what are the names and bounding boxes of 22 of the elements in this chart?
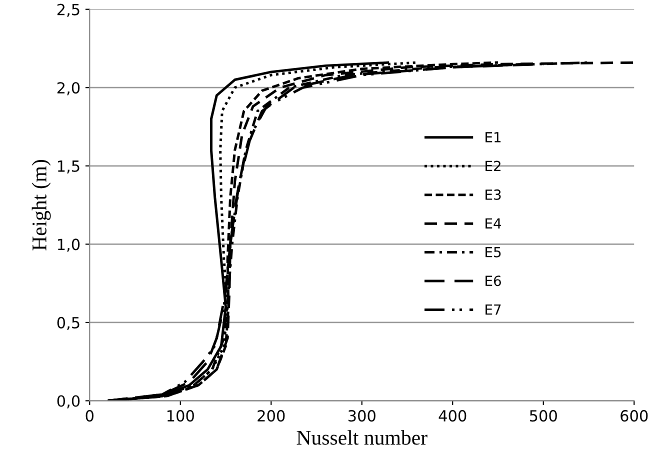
x-tick-label: 500 bbox=[530, 410, 557, 422]
legend-label: E3 bbox=[486, 189, 501, 200]
y-tick-label: 0,5 bbox=[57, 316, 80, 330]
y-tick-label: 1,0 bbox=[58, 238, 80, 252]
y-tick-label: 1,5 bbox=[58, 160, 80, 174]
legend-label: E7 bbox=[486, 304, 501, 315]
x-tick-label: 200 bbox=[258, 410, 285, 422]
x-tick-label: 100 bbox=[167, 410, 194, 422]
x-tick-label: 0 bbox=[86, 410, 94, 422]
y-axis-title: Height (m) bbox=[32, 160, 51, 250]
x-tick-label: 600 bbox=[620, 410, 648, 422]
y-tick-label: 2,5 bbox=[57, 4, 80, 17]
legend-label: E1 bbox=[486, 132, 501, 142]
legend-label: E2 bbox=[486, 160, 500, 172]
legend-label: E6 bbox=[486, 276, 501, 286]
x-tick-label: 300 bbox=[348, 410, 376, 422]
x-tick-label: 400 bbox=[438, 410, 466, 422]
legend-label: E5 bbox=[486, 247, 501, 258]
x-axis-title: Nusselt number bbox=[296, 430, 428, 445]
y-tick-label: 2,0 bbox=[57, 82, 80, 96]
legend-label: E4 bbox=[486, 218, 502, 228]
y-tick-label: 0,0 bbox=[57, 395, 80, 408]
